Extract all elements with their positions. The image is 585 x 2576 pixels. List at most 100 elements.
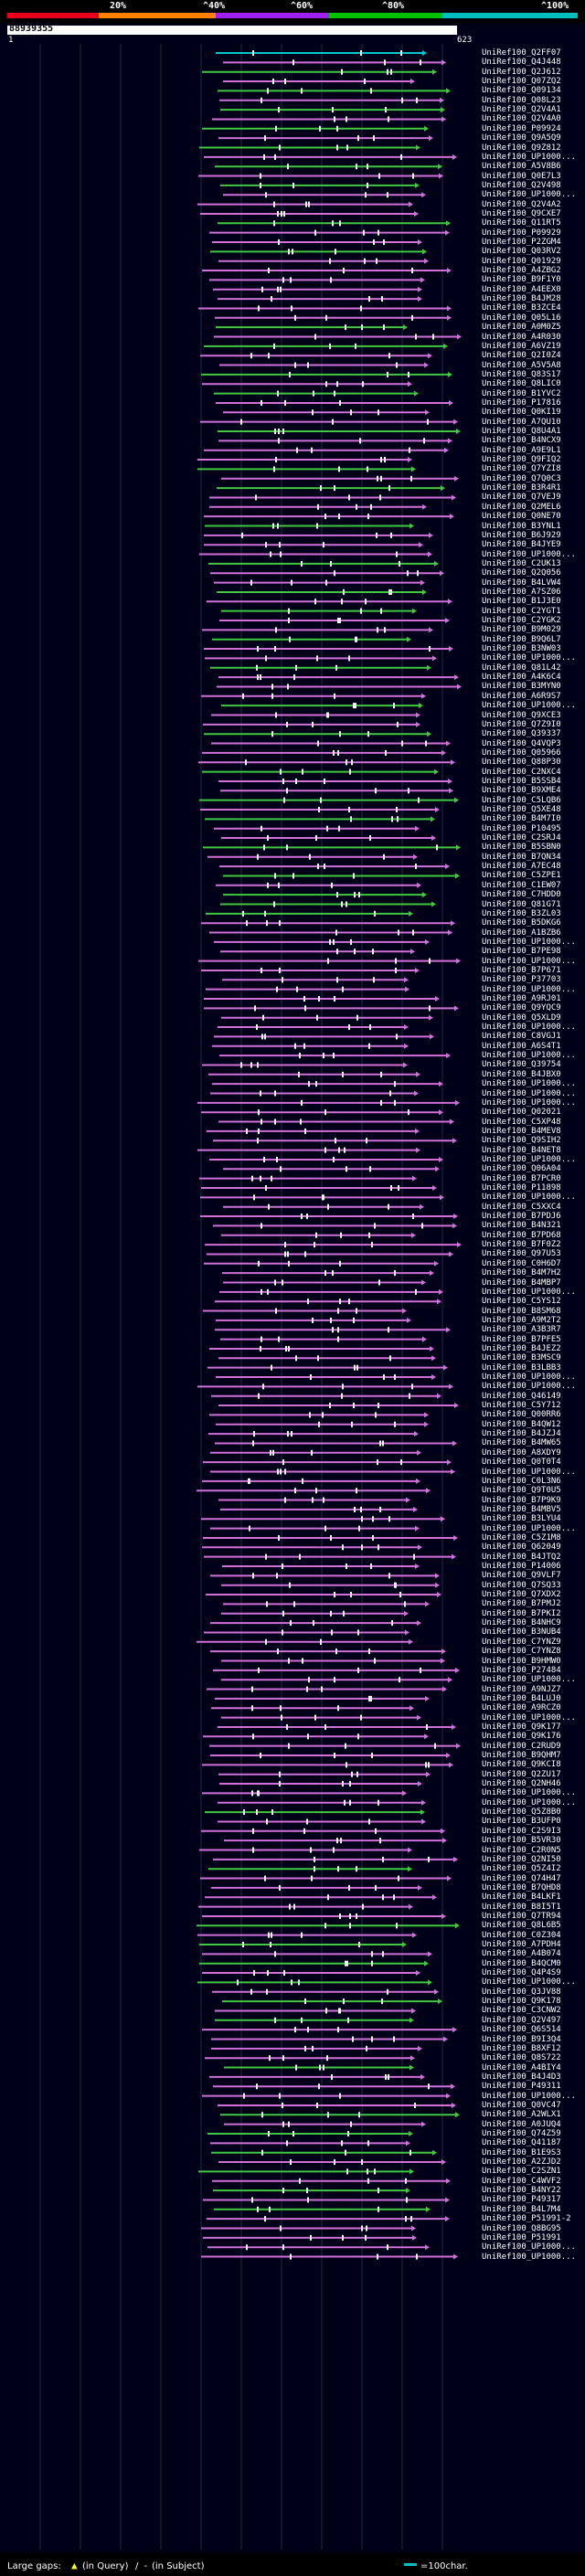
hit-label[interactable]: UniRef100_Q7SQ33 (482, 1580, 561, 1590)
hit-label[interactable]: UniRef100_P09924 (482, 123, 561, 133)
hit-label[interactable]: UniRef100_B9HMW0 (482, 1656, 561, 1666)
hit-label[interactable]: UniRef100_UP1000... (482, 152, 576, 162)
hit-label[interactable]: UniRef100_Q7Q0C3 (482, 473, 561, 483)
hit-label[interactable]: UniRef100_Q02021 (482, 1108, 561, 1118)
hit-label[interactable]: UniRef100_C5ZPE1 (482, 871, 561, 881)
hit-label[interactable]: UniRef100_Q83S17 (482, 369, 561, 379)
hit-label[interactable]: UniRef100_B4NET8 (482, 1145, 561, 1155)
hit-label[interactable]: UniRef100_B4L7M4 (482, 2204, 561, 2214)
hit-label[interactable]: UniRef100_C5XXC4 (482, 1202, 561, 1212)
hit-label[interactable]: UniRef100_B7PMJ2 (482, 1599, 561, 1609)
hit-label[interactable]: UniRef100_B4MEV8 (482, 1126, 561, 1136)
hit-label[interactable]: UniRef100_A8XDY9 (482, 1447, 561, 1458)
hit-label[interactable]: UniRef100_Q2V498 (482, 180, 561, 190)
hit-label[interactable]: UniRef100_A0JUQ4 (482, 2119, 561, 2129)
hit-label[interactable]: UniRef100_Q81L42 (482, 663, 561, 673)
hit-label[interactable]: UniRef100_B1J3E0 (482, 597, 561, 607)
hit-label[interactable]: UniRef100_UP1000... (482, 1193, 576, 1203)
hit-label[interactable]: UniRef100_Q0VC47 (482, 2100, 561, 2110)
hit-label[interactable]: UniRef100_Q2V497 (482, 2015, 561, 2025)
hit-label[interactable]: UniRef100_C3CNW2 (482, 2006, 561, 2016)
hit-label[interactable]: UniRef100_B3R4R1 (482, 483, 561, 493)
hit-label[interactable]: UniRef100_P11898 (482, 1183, 561, 1193)
hit-label[interactable]: UniRef100_Q9FIQ2 (482, 455, 561, 465)
hit-label[interactable]: UniRef100_Q4VQP3 (482, 738, 561, 748)
hit-label[interactable]: UniRef100_B4JYE9 (482, 540, 561, 550)
hit-label[interactable]: UniRef100_B3LBB3 (482, 1362, 561, 1373)
hit-label[interactable]: UniRef100_B4JTQ2 (482, 1552, 561, 1562)
hit-label[interactable]: UniRef100_P09929 (482, 228, 561, 238)
hit-label[interactable]: UniRef100_Q9K177 (482, 1722, 561, 1732)
hit-label[interactable]: UniRef100_A4EEX0 (482, 284, 561, 294)
hit-label[interactable]: UniRef100_B5SBN0 (482, 843, 561, 853)
hit-label[interactable]: UniRef100_B8SM68 (482, 1306, 561, 1316)
hit-label[interactable]: UniRef100_UP1000... (482, 1467, 576, 1477)
hit-label[interactable]: UniRef100_P37703 (482, 975, 561, 985)
hit-label[interactable]: UniRef100_B4MBP7 (482, 1277, 561, 1288)
hit-label[interactable]: UniRef100_B4LKF1 (482, 1892, 561, 1903)
hit-label[interactable]: UniRef100_C2R0N5 (482, 1845, 561, 1855)
hit-label[interactable]: UniRef100_Q9T0U5 (482, 1486, 561, 1496)
hit-label[interactable]: UniRef100_A6R9S7 (482, 691, 561, 701)
hit-label[interactable]: UniRef100_UP1000... (482, 2252, 576, 2262)
hit-label[interactable]: UniRef100_B7PCR0 (482, 1173, 561, 1183)
hit-label[interactable]: UniRef100_C2RUD9 (482, 1741, 561, 1751)
hit-label[interactable]: UniRef100_B5SSB4 (482, 776, 561, 786)
hit-label[interactable]: UniRef100_B3ZCE4 (482, 303, 561, 313)
hit-label[interactable]: UniRef100_P49311 (482, 2082, 561, 2092)
hit-label[interactable]: UniRef100_Q03RV2 (482, 247, 561, 257)
hit-label[interactable]: UniRef100_UP1000... (482, 2091, 576, 2101)
hit-label[interactable]: UniRef100_Q7XDX2 (482, 1590, 561, 1600)
hit-label[interactable]: UniRef100_C0H6D7 (482, 1258, 561, 1268)
hit-label[interactable]: UniRef100_Q41187 (482, 2138, 561, 2148)
hit-label[interactable]: UniRef100_Q8L6B5 (482, 1921, 561, 1931)
hit-label[interactable]: UniRef100_UP1000... (482, 1051, 576, 1061)
hit-label[interactable]: UniRef100_C2YGK2 (482, 616, 561, 625)
hit-label[interactable]: UniRef100_Q3JV88 (482, 1987, 561, 1997)
hit-label[interactable]: UniRef100_Q9K178 (482, 1997, 561, 2007)
hit-label[interactable]: UniRef100_UP1000... (482, 1154, 576, 1164)
hit-label[interactable]: UniRef100_C5YS12 (482, 1297, 561, 1307)
hit-label[interactable]: UniRef100_Q6S514 (482, 2025, 561, 2035)
hit-label[interactable]: UniRef100_B4JM28 (482, 294, 561, 304)
hit-label[interactable]: UniRef100_Q74Z59 (482, 2129, 561, 2138)
hit-label[interactable]: UniRef100_A2WLX1 (482, 2110, 561, 2120)
hit-label[interactable]: UniRef100_B6J929 (482, 530, 561, 540)
hit-label[interactable]: UniRef100_C7HDD0 (482, 890, 561, 900)
hit-label[interactable]: UniRef100_Q7YZI8 (482, 464, 561, 474)
hit-label[interactable]: UniRef100_B4M7H2 (482, 1268, 561, 1278)
hit-label[interactable]: UniRef100_UP1000... (482, 984, 576, 994)
hit-label[interactable]: UniRef100_B7PDJ6 (482, 1212, 561, 1222)
hit-label[interactable]: UniRef100_B7QN34 (482, 852, 561, 862)
hit-label[interactable]: UniRef100_B4JZJ4 (482, 1429, 561, 1439)
hit-label[interactable]: UniRef100_B9XME4 (482, 786, 561, 796)
hit-label[interactable]: UniRef100_B9M029 (482, 625, 561, 635)
hit-label[interactable]: UniRef100_A7EC48 (482, 862, 561, 872)
hit-label[interactable]: UniRef100_B4N321 (482, 1221, 561, 1231)
hit-label[interactable]: UniRef100_B3LYU4 (482, 1514, 561, 1524)
hit-label[interactable]: UniRef100_B4QCM0 (482, 1958, 561, 1968)
hit-label[interactable]: UniRef100_Q4P4S9 (482, 1968, 561, 1978)
hit-label[interactable]: UniRef100_Q9A5Q9 (482, 133, 561, 143)
hit-label[interactable]: UniRef100_Q5Z8B0 (482, 1807, 561, 1818)
hit-label[interactable]: UniRef100_B7F0Z2 (482, 1240, 561, 1250)
hit-label[interactable]: UniRef100_A4BIY4 (482, 2062, 561, 2072)
hit-label[interactable]: UniRef100_Q88P30 (482, 758, 561, 768)
hit-label[interactable]: UniRef100_B1YVC2 (482, 388, 561, 398)
hit-label[interactable]: UniRef100_A7QU10 (482, 417, 561, 427)
hit-label[interactable]: UniRef100_B4M7I0 (482, 814, 561, 824)
hit-label[interactable]: UniRef100_B4LUJ0 (482, 1693, 561, 1703)
hit-label[interactable]: UniRef100_B4J4D3 (482, 2072, 561, 2082)
hit-label[interactable]: UniRef100_Q8U4A1 (482, 427, 561, 436)
hit-label[interactable]: UniRef100_UP1000... (482, 2242, 576, 2253)
hit-label[interactable]: UniRef100_Q39337 (482, 729, 561, 739)
hit-label[interactable]: UniRef100_Q62049 (482, 1542, 561, 1553)
hit-label[interactable]: UniRef100_B7PFE5 (482, 1334, 561, 1344)
hit-label[interactable]: UniRef100_C5XP48 (482, 1117, 561, 1127)
hit-label[interactable]: UniRef100_A9RCZ0 (482, 1703, 561, 1713)
hit-label[interactable]: UniRef100_B9I3Q4 (482, 2034, 561, 2044)
hit-label[interactable]: UniRef100_C8VGJ1 (482, 1032, 561, 1042)
hit-label[interactable]: UniRef100_C2S9I3 (482, 1826, 561, 1836)
hit-label[interactable]: UniRef100_Q2V4A1 (482, 105, 561, 115)
hit-label[interactable]: UniRef100_A5V5A8 (482, 360, 561, 370)
